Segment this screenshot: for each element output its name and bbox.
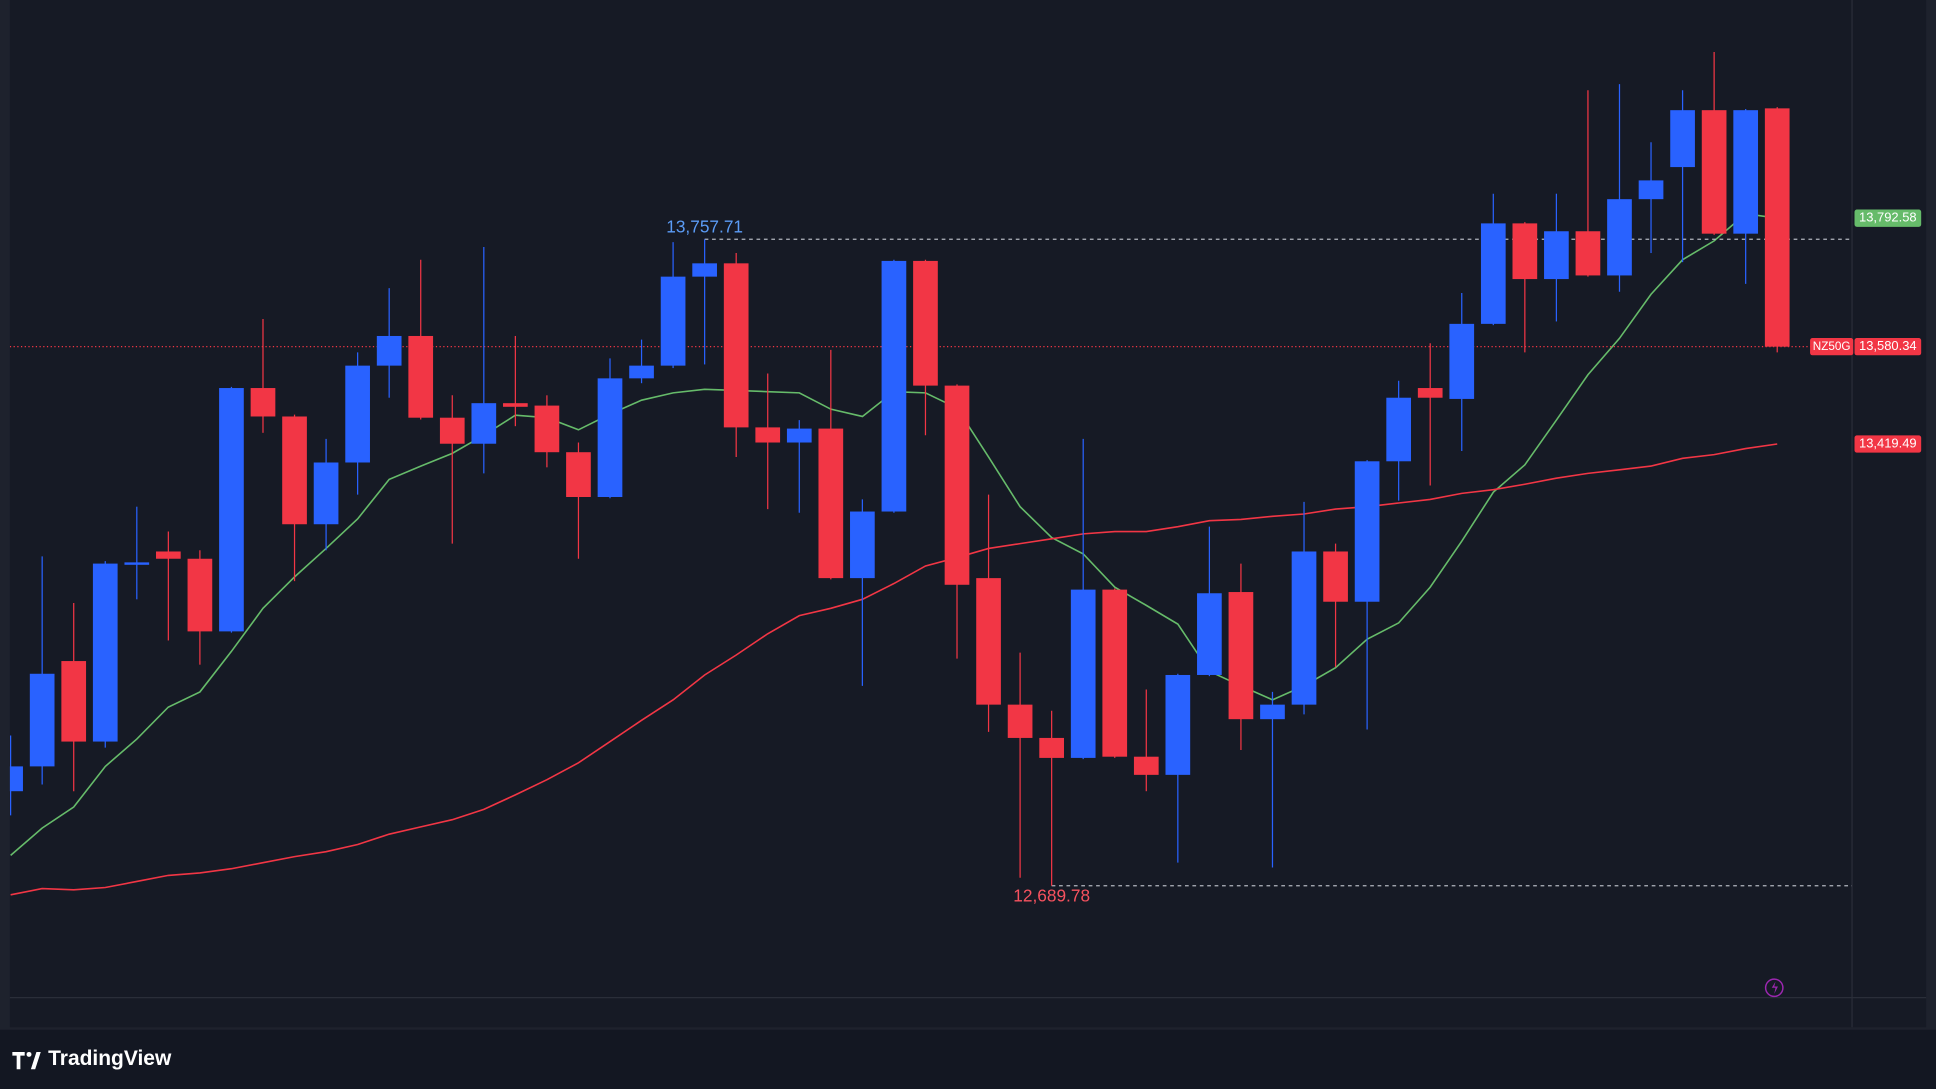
candle-body	[187, 558, 213, 632]
candle-body	[1228, 592, 1254, 720]
candle-body	[597, 378, 623, 498]
candle-body	[913, 260, 938, 386]
candle-body	[1575, 231, 1601, 276]
candle-body	[1291, 551, 1317, 705]
candle-body	[944, 385, 970, 585]
candle-body	[376, 335, 402, 366]
ma-price-label-text: 13,792.58	[1859, 210, 1917, 225]
moving-average-line	[10, 443, 1778, 896]
brand-logo	[12, 1051, 41, 1070]
candle-body	[282, 416, 307, 525]
candle-body	[629, 365, 654, 379]
candle-body	[313, 462, 339, 525]
candle-body	[1133, 756, 1159, 775]
symbol-label: NZ50G	[1813, 340, 1851, 353]
candle-body	[786, 428, 812, 443]
ma-price-label-text: 13,419.49	[1859, 435, 1917, 450]
ma-price-label-box	[1854, 209, 1922, 227]
candle-body	[408, 335, 434, 418]
candle-body	[755, 427, 781, 443]
candle-body	[1544, 231, 1569, 280]
candle-body	[503, 403, 528, 407]
candle-body	[439, 417, 465, 444]
brand-name[interactable]: TradingView	[48, 1047, 172, 1070]
candle-body	[976, 578, 1001, 705]
candle-body	[1070, 589, 1096, 758]
candle-body	[61, 661, 87, 742]
candle-body	[1260, 704, 1285, 720]
low-marker-label: 12,689.78	[1013, 885, 1090, 905]
candle-body	[1323, 551, 1348, 602]
candle-body	[881, 260, 907, 512]
candle-body	[156, 551, 181, 559]
candle-body	[1165, 674, 1191, 775]
footer	[0, 1029, 1936, 1089]
candle-body	[1039, 737, 1064, 758]
replay-icon[interactable]	[1764, 978, 1784, 998]
candle-body	[818, 428, 844, 579]
candle-body	[534, 405, 560, 453]
high-marker-label: 13,757.71	[666, 217, 743, 237]
candle-body	[1764, 108, 1790, 347]
candle-body	[1733, 110, 1759, 234]
candle-body	[1417, 388, 1443, 398]
candle-body	[1102, 589, 1128, 757]
candle-body	[1638, 180, 1664, 200]
candle-body	[660, 276, 686, 366]
candle-body	[1512, 223, 1538, 280]
candle-body	[1007, 704, 1033, 738]
candle-body	[250, 388, 276, 417]
candle-body	[1386, 397, 1412, 462]
candle-body	[1197, 593, 1222, 675]
ma-price-label-box	[1854, 435, 1922, 453]
candle-body	[566, 452, 591, 498]
candle-body	[124, 562, 150, 565]
candle-body	[29, 673, 55, 767]
candle-body	[692, 263, 717, 277]
candle-body	[92, 563, 118, 742]
candle-body	[1354, 461, 1380, 602]
candle-body	[1480, 223, 1506, 324]
candle-body	[1607, 199, 1632, 276]
candle-body	[723, 263, 749, 428]
candle-body	[1449, 323, 1475, 399]
candle-body	[9, 766, 23, 792]
candle-body	[1701, 110, 1727, 234]
candle-body	[1670, 110, 1695, 168]
candle-body	[471, 403, 497, 444]
last-price-label-box	[1854, 338, 1922, 356]
last-price-label-text: 13,580.34	[1859, 338, 1917, 353]
symbol-box	[1810, 338, 1854, 356]
candle-body	[850, 511, 875, 579]
candle-body	[219, 388, 244, 632]
candle-body	[345, 365, 370, 463]
